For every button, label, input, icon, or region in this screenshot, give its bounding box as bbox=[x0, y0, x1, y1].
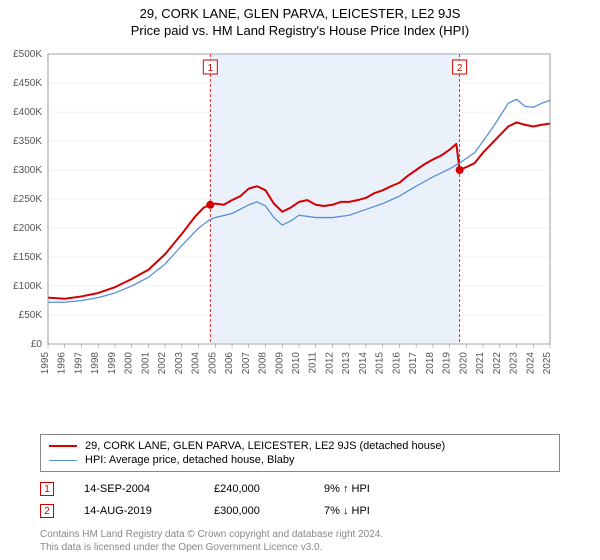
svg-text:2025: 2025 bbox=[542, 352, 553, 375]
svg-text:1999: 1999 bbox=[107, 352, 118, 375]
marker-date: 14-SEP-2004 bbox=[84, 483, 184, 495]
svg-text:2000: 2000 bbox=[124, 352, 135, 375]
svg-text:2008: 2008 bbox=[258, 352, 269, 375]
svg-text:2015: 2015 bbox=[375, 352, 386, 375]
legend-label: 29, CORK LANE, GLEN PARVA, LEICESTER, LE… bbox=[85, 440, 445, 452]
svg-text:2006: 2006 bbox=[224, 352, 235, 375]
svg-text:2016: 2016 bbox=[391, 352, 402, 375]
marker-row: 2 14-AUG-2019 £300,000 7% ↓ HPI bbox=[40, 500, 560, 522]
svg-text:1997: 1997 bbox=[73, 352, 84, 375]
legend-label: HPI: Average price, detached house, Blab… bbox=[85, 454, 295, 466]
svg-text:2004: 2004 bbox=[191, 352, 202, 375]
legend: 29, CORK LANE, GLEN PARVA, LEICESTER, LE… bbox=[40, 434, 560, 472]
svg-text:1: 1 bbox=[208, 63, 214, 74]
legend-swatch bbox=[49, 460, 77, 461]
svg-text:2005: 2005 bbox=[207, 352, 218, 375]
marker-price: £240,000 bbox=[214, 483, 294, 495]
svg-text:2007: 2007 bbox=[241, 352, 252, 375]
svg-text:£300K: £300K bbox=[13, 165, 42, 176]
svg-text:2022: 2022 bbox=[492, 352, 503, 375]
marker-date: 14-AUG-2019 bbox=[84, 505, 184, 517]
legend-row: 29, CORK LANE, GLEN PARVA, LEICESTER, LE… bbox=[49, 439, 551, 453]
svg-text:2: 2 bbox=[457, 63, 463, 74]
svg-text:1998: 1998 bbox=[90, 352, 101, 375]
page-subtitle: Price paid vs. HM Land Registry's House … bbox=[0, 21, 600, 44]
svg-text:2001: 2001 bbox=[140, 352, 151, 375]
svg-text:£50K: £50K bbox=[19, 310, 43, 321]
svg-text:2003: 2003 bbox=[174, 352, 185, 375]
svg-text:£150K: £150K bbox=[13, 252, 42, 263]
svg-text:2013: 2013 bbox=[341, 352, 352, 375]
svg-text:2019: 2019 bbox=[442, 352, 453, 375]
svg-text:£400K: £400K bbox=[13, 107, 42, 118]
svg-text:£0: £0 bbox=[31, 339, 43, 350]
marker-relative: 9% ↑ HPI bbox=[324, 483, 404, 495]
svg-text:2020: 2020 bbox=[458, 352, 469, 375]
marker-number: 1 bbox=[40, 482, 54, 496]
legend-row: HPI: Average price, detached house, Blab… bbox=[49, 453, 551, 467]
svg-text:2017: 2017 bbox=[408, 352, 419, 375]
svg-text:1996: 1996 bbox=[57, 352, 68, 375]
svg-text:2024: 2024 bbox=[525, 352, 536, 375]
marker-price: £300,000 bbox=[214, 505, 294, 517]
svg-text:2014: 2014 bbox=[358, 352, 369, 375]
svg-text:2011: 2011 bbox=[308, 352, 319, 374]
svg-text:1995: 1995 bbox=[40, 352, 51, 375]
svg-text:2021: 2021 bbox=[475, 352, 486, 375]
svg-text:2010: 2010 bbox=[291, 352, 302, 375]
svg-text:2018: 2018 bbox=[425, 352, 436, 375]
legend-swatch bbox=[49, 445, 77, 447]
svg-text:2023: 2023 bbox=[509, 352, 520, 375]
marker-relative: 7% ↓ HPI bbox=[324, 505, 404, 517]
markers-table: 1 14-SEP-2004 £240,000 9% ↑ HPI 2 14-AUG-2019… bbox=[40, 478, 560, 522]
chart-area: £0 £50K £100K £150K £200K £250K £300K £350K £400… bbox=[0, 44, 600, 430]
svg-text:2002: 2002 bbox=[157, 352, 168, 375]
svg-text:£350K: £350K bbox=[13, 136, 42, 147]
svg-text:£500K: £500K bbox=[13, 49, 42, 60]
marker-number: 2 bbox=[40, 504, 54, 518]
footer-text: Contains HM Land Registry data © Crown c… bbox=[40, 528, 560, 554]
svg-text:2009: 2009 bbox=[274, 352, 285, 375]
marker-row: 1 14-SEP-2004 £240,000 9% ↑ HPI bbox=[40, 478, 560, 500]
page-title: 29, CORK LANE, GLEN PARVA, LEICESTER, LE… bbox=[0, 0, 600, 21]
svg-text:£200K: £200K bbox=[13, 223, 42, 234]
svg-text:£450K: £450K bbox=[13, 78, 42, 89]
footer-line-1: Contains HM Land Registry data © Crown c… bbox=[40, 528, 560, 541]
footer-line-2: This data is licensed under the Open Gov… bbox=[40, 541, 560, 554]
svg-text:2012: 2012 bbox=[324, 352, 335, 375]
svg-text:£100K: £100K bbox=[13, 281, 42, 292]
svg-text:£250K: £250K bbox=[13, 194, 42, 205]
line-chart: £0 £50K £100K £150K £200K £250K £300K £350K £400… bbox=[0, 44, 560, 384]
